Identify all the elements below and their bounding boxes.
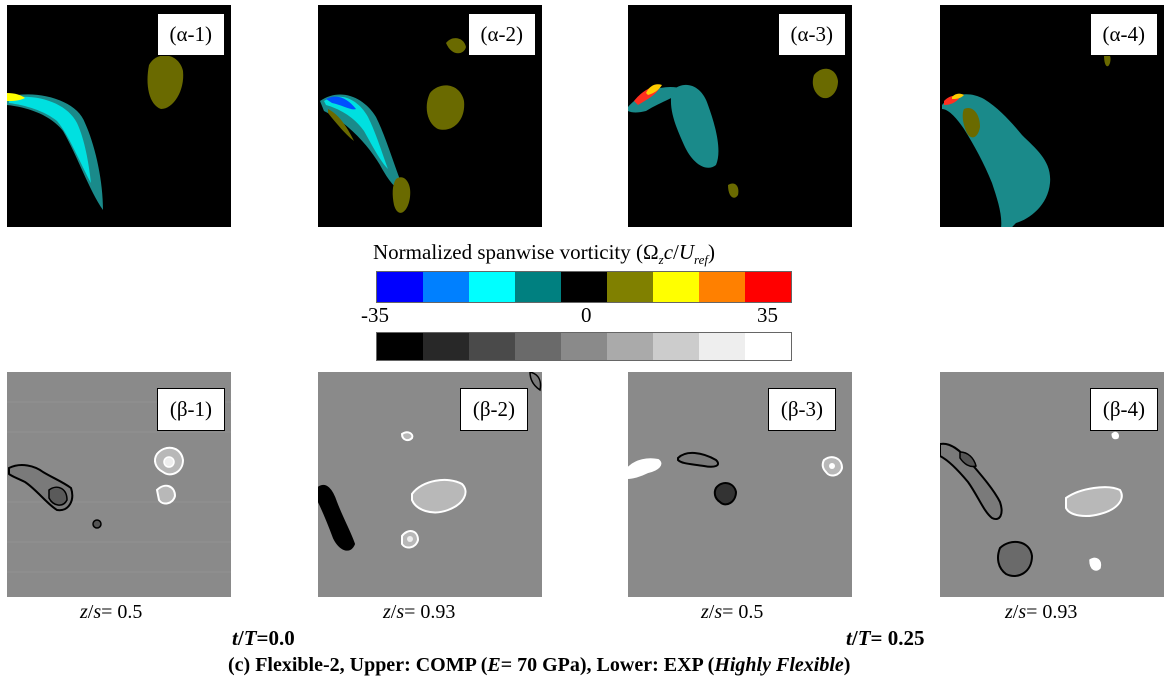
colorbar-color-swatch-4 [515,272,561,302]
piv-panel-beta-1: (β-1) [7,372,231,597]
colorbar-title-ref: ref [694,252,708,268]
t-value: =0.0 [256,626,295,650]
s-var: s [396,601,405,623]
colorbar-color-swatch-2 [423,272,469,302]
z-caption-1: z/s= 0.5 [80,601,142,624]
panel-label: (β-3) [767,388,836,431]
t-var: t [232,626,238,650]
panel-label: (α-2) [467,13,536,56]
colorbar-max-label: 35 [757,303,778,327]
t-slash: / [851,626,858,650]
vorticity-panel-alpha-3: (α-3) [628,5,852,227]
colorbar-gray-swatch-8 [699,333,745,360]
colorbar-title-end: ) [708,240,715,264]
piv-contour [628,452,844,506]
z-value: = 0.5 [101,601,143,623]
t-value: = 0.25 [870,626,925,650]
t-var: t [846,626,852,650]
colorbar-color-swatch-5 [561,272,607,302]
time-label-1: t/T=0.0 [232,626,295,651]
colorbar-gray-swatch-9 [745,333,791,360]
colorbar-title-slash: / [673,240,679,264]
z-caption-2: z/s= 0.93 [383,601,455,624]
colorbar-color-swatch-7 [653,272,699,302]
piv-contour [318,372,542,551]
colorbar-color-swatch-8 [699,272,745,302]
piv-panel-beta-4: (β-4) [940,372,1164,597]
colorbar-title-subscript: z [658,252,664,268]
colorbar-color-swatch-1 [377,272,423,302]
panel-label: (α-1) [156,13,225,56]
panel-label: (α-3) [777,13,846,56]
z-value: = 0.5 [722,601,764,623]
panel-label: (β-4) [1089,388,1158,431]
colorbar-gray-swatch-3 [469,333,515,360]
z-var: z [80,601,88,623]
colorbar-gray-swatch-4 [515,333,561,360]
vorticity-panel-alpha-1: (α-1) [7,5,231,227]
z-slash: / [390,601,397,623]
colorbar-color [376,271,792,303]
z-caption-3: z/s= 0.5 [701,601,763,624]
vorticity-contour [628,68,838,198]
s-var: s [93,601,102,623]
vorticity-contour [320,38,466,213]
piv-contour [7,401,231,573]
caption-pre: (c) Flexible-2, Upper: COMP ( [228,654,488,676]
T-var: T [857,626,871,650]
colorbar-color-swatch-9 [745,272,791,302]
z-slash: / [87,601,94,623]
colorbar-grayscale [376,332,792,361]
z-value: = 0.93 [1026,601,1078,623]
colorbar-color-swatch-6 [607,272,653,302]
panel-label: (α-4) [1089,13,1158,56]
piv-panel-beta-2: (β-2) [318,372,542,597]
colorbar-title-U: U [678,240,695,264]
caption-mid: = 70 GPa), Lower: EXP ( [500,654,715,676]
z-slash: / [1012,601,1019,623]
colorbar-gray-swatch-1 [377,333,423,360]
colorbar-title-c: c [663,240,674,264]
figure-caption: (c) Flexible-2, Upper: COMP (E= 70 GPa),… [228,654,850,677]
vorticity-contour [7,55,184,210]
T-var: T [243,626,257,650]
vorticity-contour [942,53,1111,227]
piv-contour [940,431,1123,577]
s-var: s [1018,601,1027,623]
z-caption-4: z/s= 0.93 [1005,601,1077,624]
vorticity-panel-alpha-2: (α-2) [318,5,542,227]
colorbar-title: Normalized spanwise vorticity (Ωzc/Uref) [373,240,715,268]
colorbar-mid-label: 0 [581,303,592,327]
caption-end: ) [843,654,851,676]
z-var: z [701,601,709,623]
caption-E: E [487,654,501,676]
colorbar-gray-swatch-2 [423,333,469,360]
piv-panel-beta-3: (β-3) [628,372,852,597]
colorbar-gray-swatch-6 [607,333,653,360]
panel-label: (β-1) [156,388,225,431]
z-value: = 0.93 [404,601,456,623]
caption-flex: Highly Flexible [714,654,844,676]
colorbar-title-text: Normalized spanwise vorticity (Ω [373,240,659,264]
z-slash: / [708,601,715,623]
panel-label: (β-2) [459,388,528,431]
colorbar-gray-swatch-7 [653,333,699,360]
colorbar-color-swatch-3 [469,272,515,302]
time-label-2: t/T= 0.25 [846,626,924,651]
vorticity-panel-alpha-4: (α-4) [940,5,1164,227]
colorbar-min-label: -35 [361,303,389,327]
z-var: z [383,601,391,623]
z-var: z [1005,601,1013,623]
t-slash: / [237,626,244,650]
s-var: s [714,601,723,623]
colorbar-gray-swatch-5 [561,333,607,360]
